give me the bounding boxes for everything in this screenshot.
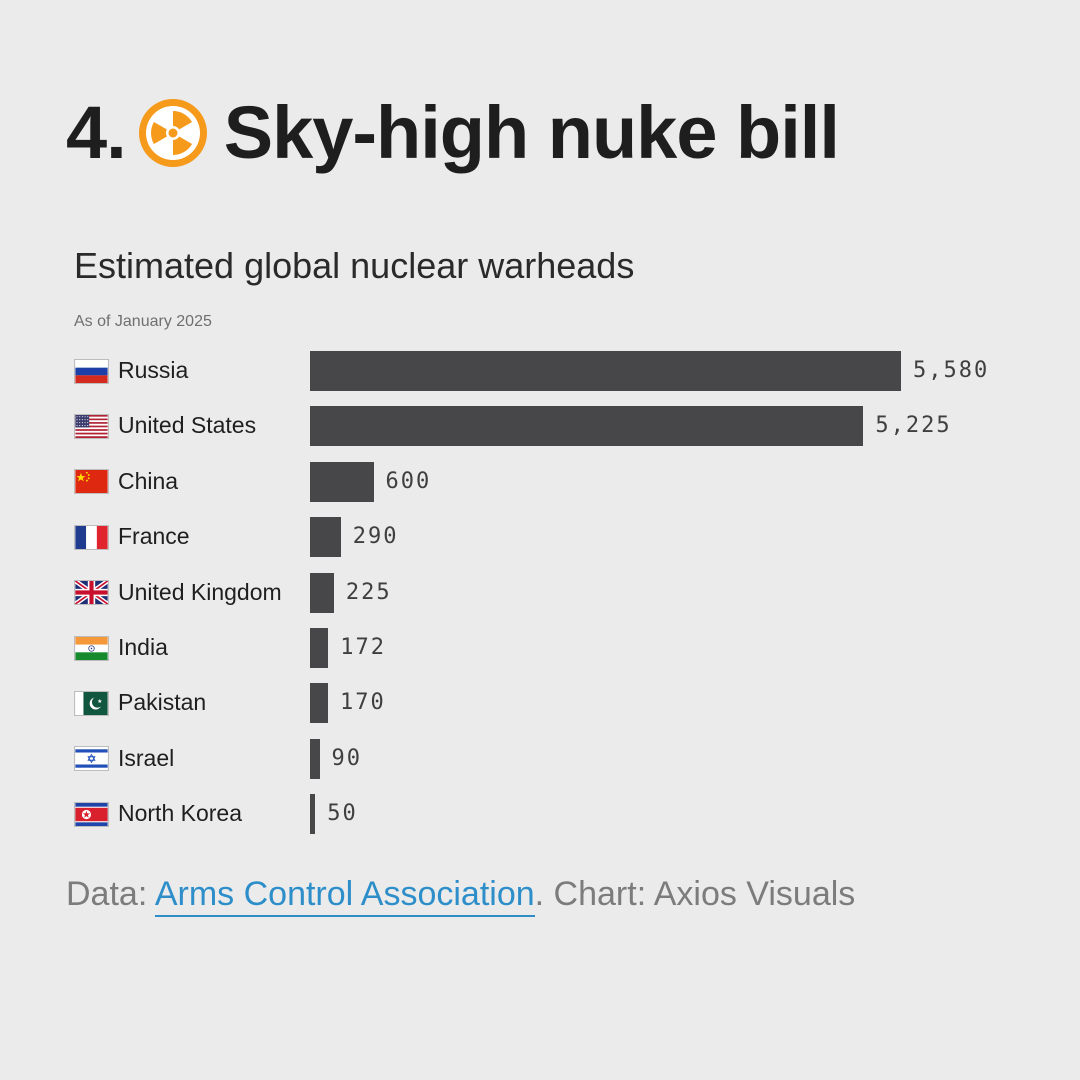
value-label-pakistan: 170 <box>340 690 386 716</box>
value-label-north-korea: 50 <box>327 801 358 827</box>
value-label-china: 600 <box>385 468 432 494</box>
category-label-pakistan: Pakistan <box>118 689 207 716</box>
bar-india <box>310 628 329 668</box>
category-label-north-korea: North Korea <box>118 800 243 827</box>
bar-france <box>310 517 341 558</box>
bar-north-korea <box>310 794 316 835</box>
value-label-united-states: 5,225 <box>875 413 952 439</box>
radiation-icon <box>138 98 208 168</box>
bar-pakistan <box>310 683 328 724</box>
value-label-israel: 90 <box>331 745 363 771</box>
headline-text: Sky-high nuke bill <box>223 91 840 174</box>
value-label-russia: 5,580 <box>913 358 990 383</box>
bar-russia <box>310 351 901 391</box>
category-label-india: India <box>118 634 168 660</box>
flag-india-icon <box>74 635 109 661</box>
bar-israel <box>310 738 320 779</box>
footer-credit: Data: Arms Control Association. Chart: A… <box>66 875 856 917</box>
category-label-china: China <box>118 467 179 494</box>
category-label-france: France <box>118 523 190 550</box>
bar-united-states <box>310 406 864 447</box>
flag-pakistan-icon <box>74 690 109 716</box>
headline-number: 4. <box>66 91 127 174</box>
category-label-israel: Israel <box>118 744 175 771</box>
chart-subtitle: As of January 2025 <box>74 313 212 330</box>
flag-china-icon <box>74 469 109 495</box>
category-label-united-states: United States <box>118 412 257 439</box>
flag-united-kingdom-icon <box>74 580 109 606</box>
category-label-united-kingdom: United Kingdom <box>118 578 282 605</box>
value-label-united-kingdom: 225 <box>345 579 392 605</box>
flag-north-korea-icon <box>74 801 109 827</box>
flag-france-icon <box>74 524 109 550</box>
footer-suffix: . Chart: Axios Visuals <box>534 875 856 913</box>
bar-united-kingdom <box>310 572 334 613</box>
flag-israel-icon <box>74 746 109 772</box>
source-link[interactable]: Arms Control Association <box>154 875 535 917</box>
flag-russia-icon <box>74 358 109 384</box>
value-label-india: 172 <box>340 635 386 660</box>
category-label-russia: Russia <box>118 357 189 383</box>
headline: 4. Sky-high nuke bill <box>66 91 840 174</box>
chart-title: Estimated global nuclear warheads <box>74 245 635 286</box>
footer-prefix: Data: <box>66 875 155 913</box>
value-label-france: 290 <box>352 524 399 550</box>
flag-united-states-icon <box>74 413 109 439</box>
bar-china <box>310 461 374 502</box>
